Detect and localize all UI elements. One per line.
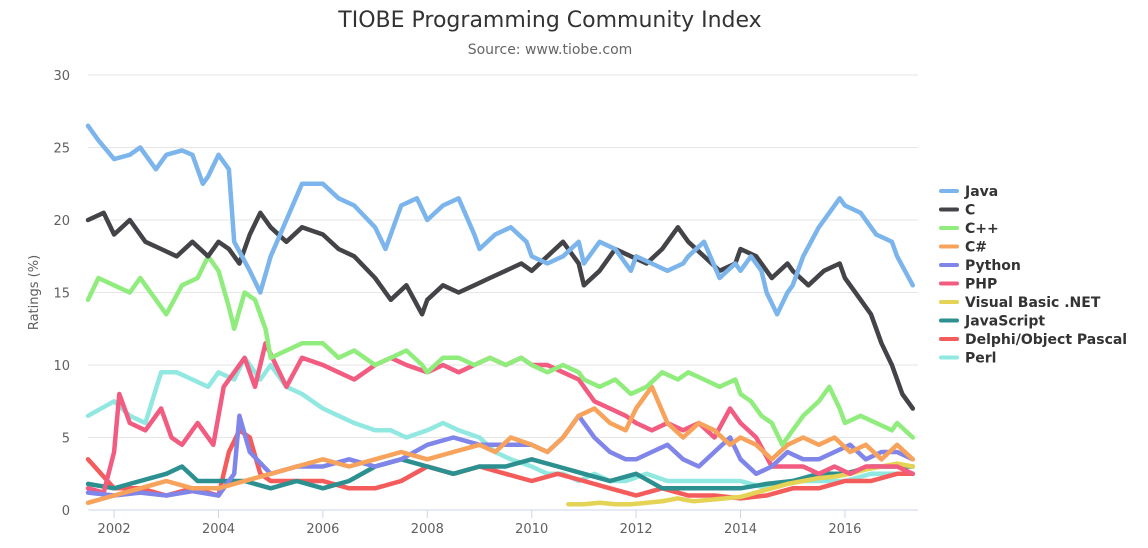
series-line-perl[interactable] [85, 355, 916, 491]
chart-title: TIOBE Programming Community Index [338, 8, 762, 33]
y-tick-label: 5 [62, 432, 70, 447]
legend-item[interactable]: Delphi/Object Pascal [939, 332, 1127, 348]
y-tick-label: 20 [53, 214, 70, 229]
legend-item[interactable]: JavaScript [939, 314, 1045, 330]
y-tick-label: 25 [53, 142, 70, 157]
x-tick-label: 2016 [828, 522, 861, 537]
legend-label: JavaScript [964, 314, 1045, 330]
legend-item[interactable]: PHP [939, 277, 997, 293]
series-line-java[interactable] [85, 123, 916, 317]
legend-item[interactable]: Python [939, 258, 1021, 274]
legend-label: Java [964, 184, 998, 200]
series-line-c-[interactable] [85, 254, 916, 448]
legend-label: PHP [965, 277, 997, 293]
series-layer [85, 123, 916, 507]
series-line-c[interactable] [85, 210, 916, 411]
legend-label: C++ [965, 221, 999, 237]
legend-label: Delphi/Object Pascal [965, 332, 1127, 348]
x-tick-label: 2004 [202, 522, 235, 537]
y-tick-label: 0 [62, 504, 70, 519]
y-tick-label: 15 [53, 287, 70, 302]
chart-subtitle: Source: www.tiobe.com [467, 42, 633, 58]
legend-item[interactable]: Java [939, 184, 998, 200]
legend-item[interactable]: Visual Basic .NET [939, 295, 1101, 311]
series-line-c-[interactable] [85, 384, 916, 506]
series-line-javascript[interactable] [85, 457, 916, 491]
legend-item[interactable]: C++ [939, 221, 999, 237]
x-tick-label: 2014 [724, 522, 757, 537]
legend-label: C [965, 203, 975, 219]
legend-label: Python [965, 258, 1021, 274]
legend-item[interactable]: Perl [939, 351, 996, 367]
legend-label: Perl [965, 351, 996, 367]
legend-item[interactable]: C [939, 203, 975, 219]
legend-label: C# [965, 240, 987, 256]
legend: Java C C++ C# Python PHP Visual Basic .NET Java… [939, 184, 1127, 367]
y-tick-label: 30 [53, 69, 70, 84]
x-tick-label: 2006 [306, 522, 339, 537]
axis-layer: 0 5 10 15 20 25 30 2002 2004 2006 2008 2010 2012 2014… [27, 69, 918, 537]
y-tick-label: 10 [53, 359, 70, 374]
legend-item[interactable]: C# [939, 240, 987, 256]
x-tick-label: 2008 [411, 522, 444, 537]
legend-label: Visual Basic .NET [965, 295, 1101, 311]
x-tick-label: 2012 [620, 522, 653, 537]
x-tick-label: 2002 [98, 522, 131, 537]
y-axis-title: Ratings (%) [27, 255, 42, 330]
x-tick-label: 2010 [515, 522, 548, 537]
